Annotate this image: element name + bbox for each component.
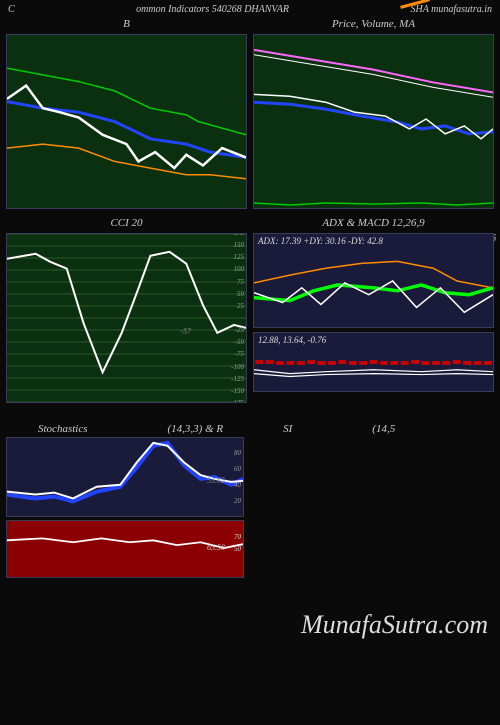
adx-macd-panel: ADX & MACD 12,26,9 6 ADX: 17.39 +DY: 30.… [253, 217, 494, 403]
stoch-title: Stochastics [38, 423, 88, 435]
adx-values-text: ADX: 17.39 +DY: 30.16 -DY: 42.8 [258, 236, 383, 246]
bollinger-svg [7, 35, 246, 208]
stoch-top-chart: 53.65 20406080 [6, 437, 244, 517]
price-ma-svg [254, 35, 493, 208]
macd-values-text: 12.88, 13.64, -0.76 [258, 335, 326, 345]
adx-chart: ADX: 17.39 +DY: 30.16 -DY: 42.8 [253, 233, 494, 328]
cci-chart: -57 -175-150-125-100-75-50-2525507510012… [6, 233, 247, 403]
cci-svg [7, 234, 246, 402]
macd-chart: 12.88, 13.64, -0.76 [253, 332, 494, 392]
stoch-bot-value: 65.58 [207, 543, 225, 552]
cci-value: -57 [180, 327, 191, 336]
bollinger-chart [6, 34, 247, 209]
bollinger-panel: B [6, 18, 247, 209]
row-2: CCI 20 -57 -175-150-125-100-75-50-252550… [0, 217, 500, 403]
stoch-bottom-chart: 65.58 5070 [6, 520, 244, 578]
price-ma-panel: Price, Volume, MA [253, 18, 494, 209]
stoch-title-si: SI [283, 423, 292, 435]
stoch-title-end: (14,5 [372, 423, 395, 435]
stoch-top-value: 53.65 [207, 476, 225, 485]
header-left: C [8, 4, 15, 14]
adx-macd-title: ADX & MACD 12,26,9 [253, 217, 494, 231]
stoch-panel: 53.65 20406080 65.58 5070 [0, 437, 250, 578]
price-ma-chart [253, 34, 494, 209]
adx-svg [254, 234, 493, 327]
cci-panel: CCI 20 -57 -175-150-125-100-75-50-252550… [6, 217, 247, 403]
stoch-title-row: Stochastics (14,3,3) & R SI (14,5 [0, 411, 500, 437]
price-ma-title: Price, Volume, MA [253, 18, 494, 32]
header-right: SHA munafasutra.in [411, 4, 493, 14]
cci-title: CCI 20 [6, 217, 247, 231]
watermark-text: MunafaSutra.com [301, 610, 488, 640]
stoch-title-right: (14,3,3) & R [168, 423, 224, 435]
row-1: B Price, Volume, MA [0, 18, 500, 209]
header-bar: C ommon Indicators 540268 DHANVAR SHA mu… [0, 0, 500, 18]
header-mid: ommon Indicators 540268 DHANVAR [136, 4, 289, 14]
bollinger-title: B [6, 18, 247, 32]
